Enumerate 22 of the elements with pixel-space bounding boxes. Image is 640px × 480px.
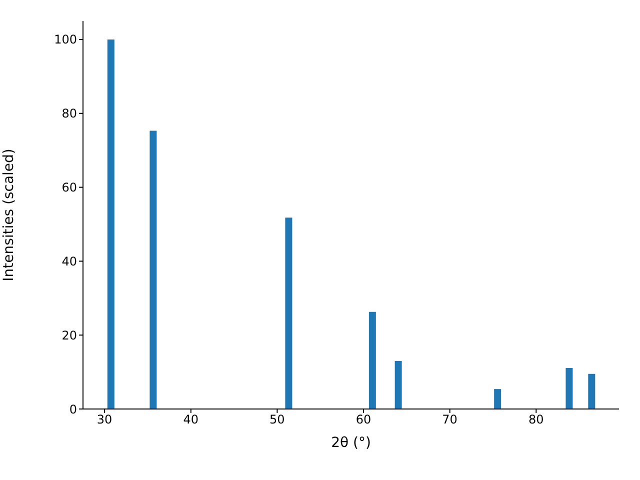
x-tick-label: 60	[356, 412, 372, 427]
x-axis-title: 2θ (°)	[331, 434, 371, 451]
x-tick-label: 50	[270, 412, 285, 427]
bar	[107, 39, 114, 409]
y-tick-label: 20	[62, 328, 77, 342]
y-tick-label: 60	[62, 180, 77, 195]
y-tick-label: 80	[62, 106, 77, 121]
x-tick-label: 30	[96, 412, 112, 427]
x-tick-label: 70	[442, 412, 458, 427]
bar	[394, 360, 402, 409]
bar	[494, 389, 502, 409]
bar	[368, 312, 376, 409]
y-tick-label: 100	[54, 32, 77, 47]
bar	[566, 368, 573, 409]
y-tick-label: 0	[69, 402, 77, 416]
y-tick-label: 40	[62, 254, 77, 268]
y-axis-title: Intensities (scaled)	[0, 148, 17, 282]
bar	[285, 218, 292, 409]
x-tick-label: 80	[528, 412, 544, 427]
bar	[150, 130, 157, 409]
x-tick-label: 40	[183, 412, 199, 427]
bar	[588, 374, 596, 409]
